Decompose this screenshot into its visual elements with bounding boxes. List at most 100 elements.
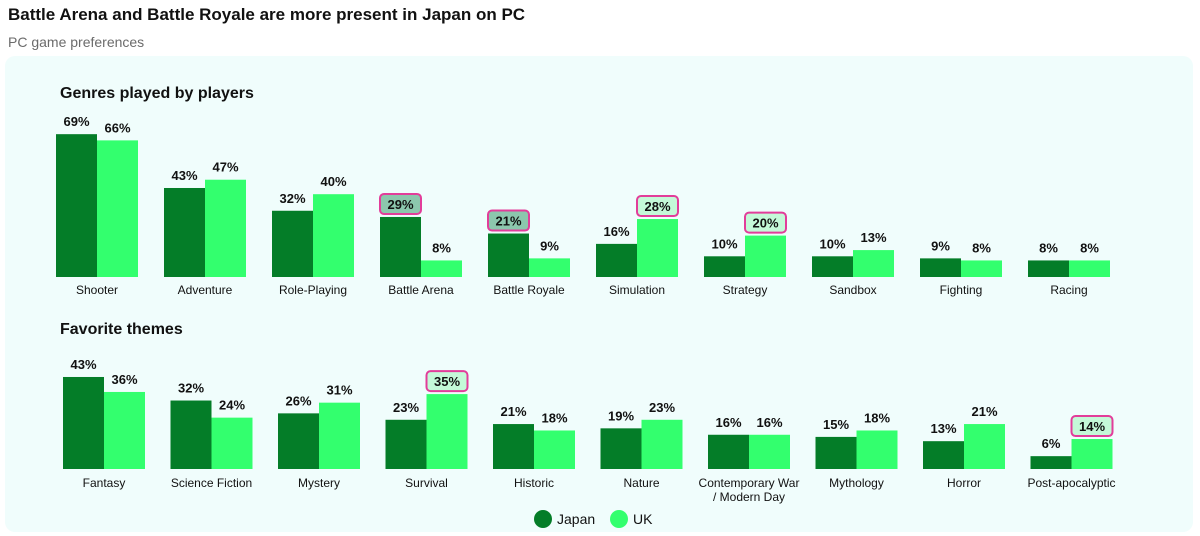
theme-value-label-uk-horror: 21% <box>971 404 997 419</box>
theme-bar-uk-post-apocalyptic <box>1071 439 1113 469</box>
legend: Japan UK <box>534 510 653 528</box>
genre-value-label-japan-battle-arena: 29% <box>387 197 413 212</box>
theme-category-label-line: Horror <box>947 476 981 490</box>
theme-bar-japan-mythology <box>815 436 857 469</box>
theme-bar-uk-science-fiction <box>211 417 253 469</box>
legend-japan-swatch <box>534 510 552 528</box>
genre-value-label-japan-fighting: 9% <box>931 238 950 253</box>
theme-value-label-japan-fantasy: 43% <box>70 357 96 372</box>
genre-category-label-simulation: Simulation <box>609 283 665 297</box>
theme-bar-japan-post-apocalyptic <box>1030 456 1072 469</box>
genre-bar-japan-fighting <box>920 258 961 277</box>
theme-category-label-line: Mystery <box>298 476 340 490</box>
theme-category-label-line: Science Fiction <box>171 476 252 490</box>
genre-bar-uk-simulation <box>637 219 678 277</box>
genre-bar-uk-role-playing <box>313 194 354 277</box>
theme-category-label-fantasy: Fantasy <box>83 476 126 490</box>
genre-value-label-uk-shooter: 66% <box>104 120 130 135</box>
theme-category-label-post-apocalyptic: Post-apocalyptic <box>1027 476 1115 490</box>
theme-category-label-line: Contemporary War <box>699 476 800 490</box>
genre-bar-uk-battle-royale <box>529 258 570 277</box>
genre-value-label-uk-fighting: 8% <box>972 240 991 255</box>
genre-value-label-japan-shooter: 69% <box>63 114 89 129</box>
genre-highlight-box-japan-battle-royale <box>487 209 530 232</box>
theme-value-label-japan-contemporary-war-modern-day: 16% <box>715 415 741 430</box>
theme-category-label-science-fiction: Science Fiction <box>171 476 252 490</box>
theme-category-label-mythology: Mythology <box>829 476 884 490</box>
genre-value-label-japan-racing: 8% <box>1039 240 1058 255</box>
genre-category-label-role-playing: Role-Playing <box>279 283 347 297</box>
theme-value-label-japan-science-fiction: 32% <box>178 381 204 396</box>
theme-value-label-uk-fantasy: 36% <box>111 372 137 387</box>
genre-value-label-japan-sandbox: 10% <box>819 236 845 251</box>
genre-category-label-line: Fighting <box>940 283 983 297</box>
theme-bar-uk-contemporary-war-modern-day <box>749 434 790 469</box>
theme-value-label-uk-science-fiction: 24% <box>219 398 245 413</box>
genre-category-label-adventure: Adventure <box>178 283 233 297</box>
theme-category-label-line: Historic <box>514 476 554 490</box>
genre-value-label-japan-role-playing: 32% <box>279 191 305 206</box>
genre-category-label-strategy: Strategy <box>723 283 768 297</box>
genre-bar-japan-role-playing <box>272 210 313 277</box>
genre-value-label-uk-sandbox: 13% <box>860 230 886 245</box>
theme-category-label-line: Mythology <box>829 476 884 490</box>
genre-value-label-uk-simulation: 28% <box>644 199 670 214</box>
theme-bar-japan-survival <box>385 419 427 469</box>
genre-chart: 69% 66% Shooter 43% 47% Adventure 32% 40% Role-P… <box>56 114 1110 297</box>
genre-category-label-racing: Racing <box>1050 283 1087 297</box>
theme-bar-uk-survival <box>426 394 468 469</box>
genre-bar-japan-sandbox <box>812 256 853 277</box>
genre-highlight-box-uk-simulation <box>636 195 679 218</box>
theme-chart: 43% 36% Fantasy 32% 24% Science Fiction 26% 31%… <box>63 357 1116 504</box>
genre-category-label-line: Strategy <box>723 283 768 297</box>
genre-bar-japan-battle-royale <box>488 233 529 277</box>
genre-category-label-line: Adventure <box>178 283 233 297</box>
genre-bar-japan-simulation <box>596 243 637 277</box>
genre-highlight-box-uk-strategy <box>744 211 787 234</box>
page-subtitle: PC game preferences <box>8 34 145 50</box>
theme-highlight-box-uk-post-apocalyptic <box>1070 415 1114 438</box>
theme-value-label-uk-mythology: 18% <box>864 410 890 425</box>
theme-value-label-japan-mystery: 26% <box>285 393 311 408</box>
genre-bar-uk-strategy <box>745 235 786 277</box>
theme-bar-japan-horror <box>923 441 964 469</box>
theme-category-label-contemporary-war-modern-day: Contemporary War / Modern Day <box>699 476 800 504</box>
theme-bar-uk-horror <box>964 424 1005 469</box>
genre-value-label-uk-strategy: 20% <box>752 216 778 231</box>
genre-bar-japan-strategy <box>704 256 745 277</box>
theme-value-label-japan-horror: 13% <box>930 421 956 436</box>
genres-chart-title: Genres played by players <box>60 85 254 102</box>
theme-bar-japan-historic <box>493 424 534 469</box>
genre-category-label-shooter: Shooter <box>76 283 118 297</box>
theme-category-label-horror: Horror <box>947 476 981 490</box>
legend-japan-label: Japan <box>557 511 595 527</box>
theme-category-label-survival: Survival <box>405 476 448 490</box>
genre-bar-uk-sandbox <box>853 250 894 277</box>
genre-value-label-uk-battle-arena: 8% <box>432 240 451 255</box>
genre-bar-uk-racing <box>1069 260 1110 277</box>
theme-value-label-uk-post-apocalyptic: 14% <box>1079 419 1105 434</box>
genre-bar-uk-battle-arena <box>421 260 462 277</box>
theme-bar-uk-historic <box>534 430 575 469</box>
theme-category-label-line: / Modern Day <box>713 490 785 504</box>
theme-value-label-japan-post-apocalyptic: 6% <box>1042 436 1061 451</box>
genre-category-label-line: Shooter <box>76 283 118 297</box>
genre-value-label-japan-simulation: 16% <box>603 224 629 239</box>
genre-bar-japan-racing <box>1028 260 1069 277</box>
theme-bar-uk-nature <box>641 419 683 469</box>
legend-uk-label: UK <box>633 511 653 527</box>
theme-category-label-line: Fantasy <box>83 476 126 490</box>
genre-highlight-box-japan-battle-arena <box>379 192 422 215</box>
theme-highlight-box-uk-survival <box>425 370 469 393</box>
genre-category-label-line: Battle Arena <box>388 283 454 297</box>
theme-category-label-nature: Nature <box>623 476 659 490</box>
genre-bar-uk-shooter <box>97 140 138 277</box>
genre-bar-japan-adventure <box>164 187 205 277</box>
genre-category-label-line: Simulation <box>609 283 665 297</box>
genre-value-label-uk-battle-royale: 9% <box>540 238 559 253</box>
genre-bar-uk-adventure <box>205 179 246 277</box>
theme-bar-uk-mystery <box>319 402 360 469</box>
genre-category-label-sandbox: Sandbox <box>829 283 876 297</box>
genre-value-label-uk-adventure: 47% <box>212 160 238 175</box>
